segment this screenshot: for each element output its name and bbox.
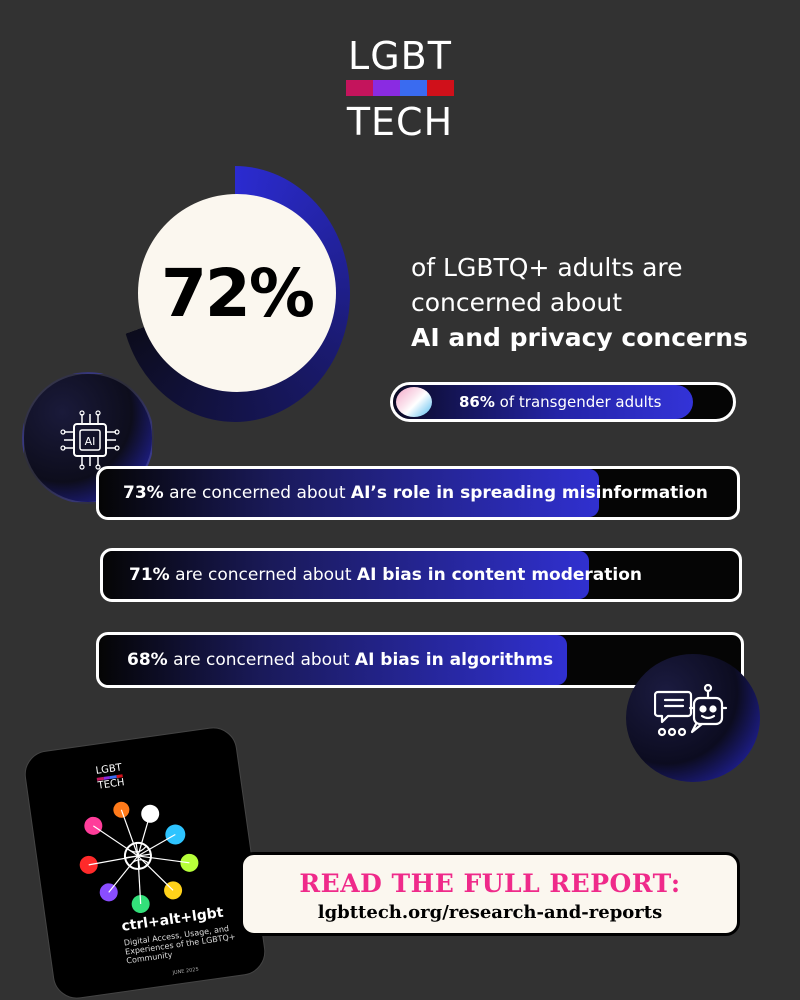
- logo-bar: [400, 80, 427, 96]
- read-report-callout[interactable]: READ THE FULL REPORT: lgbttech.org/resea…: [240, 852, 740, 936]
- svg-text:AI: AI: [85, 435, 96, 448]
- concern-topic: AI bias in algorithms: [354, 650, 554, 670]
- concern-bar-fill: [103, 551, 589, 599]
- concern-mid: are concerned about: [163, 483, 351, 503]
- headline-percent: 72%: [161, 254, 315, 332]
- concern-percent: 68%: [127, 650, 168, 670]
- report-url-link[interactable]: lgbttech.org/research-and-reports: [317, 902, 663, 923]
- concern-bar: 68% are concerned about AI bias in algor…: [96, 632, 744, 688]
- concern-mid: are concerned about: [169, 565, 357, 585]
- concern-bar-fill: [99, 635, 567, 685]
- chatbot-badge: [626, 654, 760, 782]
- concern-percent: 73%: [123, 483, 164, 503]
- report-cover[interactable]: LGBT TECH ctrl+alt+lgbt Digital Access, …: [21, 724, 269, 1000]
- headline-line-1: of LGBTQ+ adults are: [411, 253, 683, 282]
- transgender-bar-fill: [393, 385, 693, 419]
- logo-line-1: LGBT: [348, 34, 452, 78]
- headline-line-3: AI and privacy concerns: [411, 323, 748, 352]
- headline-percent-disc: 72%: [138, 194, 336, 392]
- lgbt-tech-logo: LGBT TECH: [340, 36, 460, 142]
- transgender-percent: 86%: [459, 393, 495, 411]
- headline-stat-ring: 72%: [120, 166, 350, 422]
- concern-bar: 71% are concerned about AI bias in conte…: [100, 548, 742, 602]
- report-date: JUNE 2025: [172, 966, 200, 977]
- ai-chip-icon: AI: [60, 410, 120, 470]
- logo-line-2: TECH: [346, 100, 454, 144]
- logo-color-bars: [346, 80, 454, 96]
- headline-description: of LGBTQ+ adults are concerned about AI …: [411, 250, 771, 355]
- concern-mid: are concerned about: [167, 650, 355, 670]
- concern-bar: 73% are concerned about AI’s role in spr…: [96, 466, 740, 520]
- read-report-heading: READ THE FULL REPORT:: [299, 869, 681, 898]
- concern-topic: AI’s role in spreading misinformation: [350, 483, 708, 503]
- transgender-stat-text: 86% of transgender adults: [459, 385, 662, 419]
- logo-bar: [373, 80, 400, 96]
- concern-percent: 71%: [129, 565, 170, 585]
- logo-bar: [427, 80, 454, 96]
- headline-line-2: concerned about: [411, 288, 623, 317]
- chatbot-icon: [654, 683, 728, 737]
- report-cover-illustration: [79, 801, 199, 914]
- trans-flag-icon: [396, 387, 432, 417]
- transgender-stat-bar: 86% of transgender adults: [390, 382, 736, 422]
- concern-topic: AI bias in content moderation: [356, 565, 643, 585]
- transgender-label: of transgender adults: [494, 393, 662, 411]
- concern-bar-fill: [99, 469, 599, 517]
- logo-bar: [346, 80, 373, 96]
